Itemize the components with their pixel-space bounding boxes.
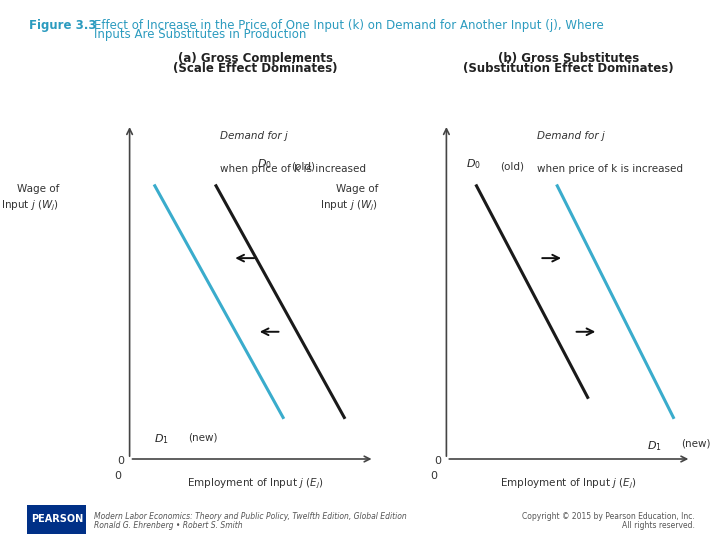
Text: 0: 0 bbox=[434, 456, 441, 467]
Text: $D_0$: $D_0$ bbox=[466, 157, 481, 171]
Text: (new): (new) bbox=[681, 439, 711, 449]
Text: when price of k is increased: when price of k is increased bbox=[537, 164, 683, 174]
Text: Employment of Input $j$ ($E_j$): Employment of Input $j$ ($E_j$) bbox=[187, 476, 324, 491]
Text: (b) Gross Substitutes: (b) Gross Substitutes bbox=[498, 52, 639, 65]
Text: 0: 0 bbox=[114, 471, 121, 481]
Text: Input $j$ ($W_j$): Input $j$ ($W_j$) bbox=[320, 199, 378, 213]
Text: (old): (old) bbox=[291, 161, 315, 171]
Text: Wage of: Wage of bbox=[17, 184, 59, 194]
Text: Wage of: Wage of bbox=[336, 184, 378, 194]
Text: Modern Labor Economics: Theory and Public Policy, Twelfth Edition, Global Editio: Modern Labor Economics: Theory and Publi… bbox=[94, 512, 406, 521]
Text: (new): (new) bbox=[189, 432, 218, 442]
Text: PEARSON: PEARSON bbox=[31, 515, 83, 524]
Text: (Scale Effect Dominates): (Scale Effect Dominates) bbox=[174, 62, 338, 75]
Text: Copyright © 2015 by Pearson Education, Inc.: Copyright © 2015 by Pearson Education, I… bbox=[522, 512, 695, 521]
Text: Employment of Input $j$ ($E_j$): Employment of Input $j$ ($E_j$) bbox=[500, 476, 637, 491]
Text: Demand for j: Demand for j bbox=[537, 131, 605, 141]
Text: Demand for j: Demand for j bbox=[220, 131, 288, 141]
Text: (Substitution Effect Dominates): (Substitution Effect Dominates) bbox=[464, 62, 674, 75]
Text: $D_1$: $D_1$ bbox=[154, 432, 169, 446]
Text: (a) Gross Complements: (a) Gross Complements bbox=[178, 52, 333, 65]
Text: Input $j$ ($W_j$): Input $j$ ($W_j$) bbox=[1, 199, 59, 213]
Text: (old): (old) bbox=[500, 161, 524, 171]
Text: Effect of Increase in the Price of One Input (k) on Demand for Another Input (j): Effect of Increase in the Price of One I… bbox=[94, 19, 603, 32]
Text: All rights reserved.: All rights reserved. bbox=[622, 521, 695, 530]
Text: when price of k is increased: when price of k is increased bbox=[220, 164, 366, 174]
Text: Inputs Are Substitutes in Production: Inputs Are Substitutes in Production bbox=[94, 28, 306, 41]
Text: Figure 3.3: Figure 3.3 bbox=[29, 19, 96, 32]
Text: $D_1$: $D_1$ bbox=[647, 439, 662, 453]
Text: 0: 0 bbox=[117, 456, 125, 467]
Text: Ronald G. Ehrenberg • Robert S. Smith: Ronald G. Ehrenberg • Robert S. Smith bbox=[94, 521, 242, 530]
Text: $D_0$: $D_0$ bbox=[257, 157, 272, 171]
Text: 0: 0 bbox=[431, 471, 438, 481]
